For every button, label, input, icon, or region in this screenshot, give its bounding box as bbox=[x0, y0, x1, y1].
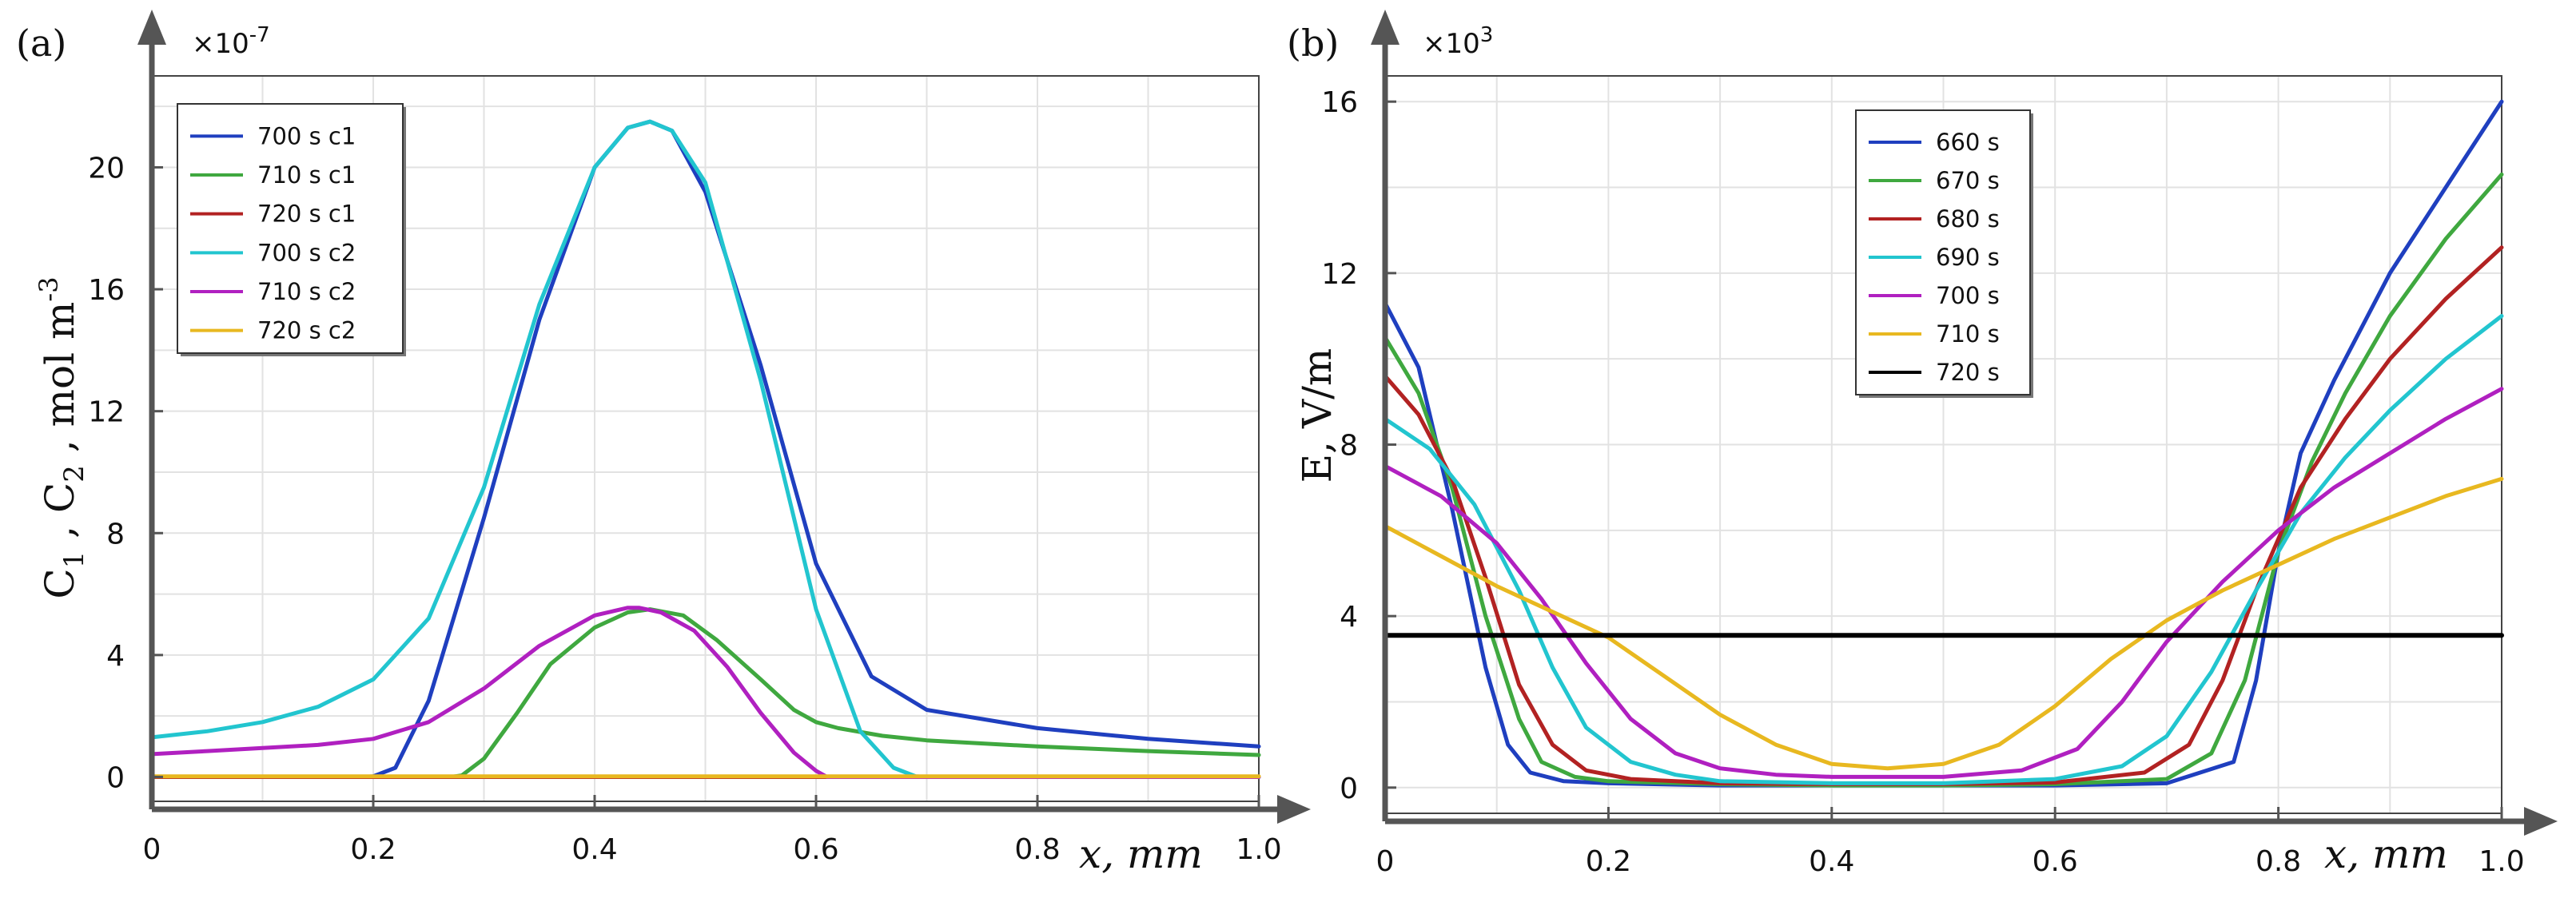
panel-b: 0 0.2 0.4 0.6 0.8 1.0 0 4 8 12 16 (b) ×103 x, mm E, V/… bbox=[1287, 10, 2558, 878]
legend-entry: 720 s bbox=[1936, 359, 2000, 386]
x-tick-label: 0 bbox=[143, 833, 161, 866]
x-tick-label: 0.8 bbox=[2255, 845, 2301, 878]
legend-entry: 670 s bbox=[1936, 167, 2000, 194]
ticks: 0 0.2 0.4 0.6 0.8 1.0 0 4 8 12 16 bbox=[1321, 86, 2524, 878]
y-tick-label: 20 bbox=[88, 152, 125, 185]
x-tick-label: 1.0 bbox=[1236, 833, 1281, 866]
x-tick-label: 0.4 bbox=[1809, 845, 1854, 878]
y-tick-label: 8 bbox=[1340, 430, 1358, 463]
legend-entry: 720 s c2 bbox=[257, 317, 356, 344]
legend-entry: 690 s bbox=[1936, 244, 2000, 271]
axes bbox=[1371, 10, 2558, 836]
y-tick-label: 0 bbox=[106, 761, 125, 794]
x-tick-label: 0.8 bbox=[1014, 833, 1060, 866]
panel-label: (b) bbox=[1287, 22, 1339, 65]
series-line-6 bbox=[1383, 476, 2504, 771]
y-tick-label: 12 bbox=[1321, 258, 1358, 291]
x-tick-label: 0.6 bbox=[2033, 845, 2078, 878]
legend-box bbox=[1855, 109, 2031, 395]
y-tick-label: 16 bbox=[88, 274, 125, 307]
legend-entry: 710 s c1 bbox=[257, 161, 356, 189]
series-line-4 bbox=[1383, 314, 2504, 785]
x-tick-label: 0 bbox=[1376, 845, 1395, 878]
ticks: 0 0.2 0.4 0.6 0.8 1.0 0 4 8 12 16 20 bbox=[88, 152, 1281, 866]
panel-a: 0 0.2 0.4 0.6 0.8 1.0 0 4 8 12 16 20 (a) ×10-7 x, mm C1… bbox=[16, 10, 1311, 877]
x-tick-label: 1.0 bbox=[2478, 845, 2524, 878]
y-tick-label: 12 bbox=[88, 396, 125, 429]
x-tick-label: 0.4 bbox=[571, 833, 617, 866]
legend: 700 s c1 710 s c1 720 s c1 700 s c2 710 s c2… bbox=[177, 103, 406, 356]
legend-entry: 680 s bbox=[1936, 205, 2000, 232]
series-group bbox=[149, 119, 1261, 779]
series-group bbox=[1383, 99, 2504, 788]
y-axis-arrow-icon bbox=[137, 10, 166, 45]
axes bbox=[137, 10, 1311, 824]
x-axis-arrow-icon bbox=[1277, 795, 1311, 824]
legend-entry: 710 s c2 bbox=[257, 278, 356, 305]
series-line-5 bbox=[149, 606, 1261, 779]
legend-entry: 660 s bbox=[1936, 129, 2000, 156]
x-tick-label: 0.2 bbox=[1586, 845, 1631, 878]
series-line-4 bbox=[149, 119, 1261, 779]
legend-entry: 710 s bbox=[1936, 320, 2000, 348]
x-axis-arrow-icon bbox=[2524, 807, 2558, 836]
axis-multiplier: ×10-7 bbox=[192, 23, 270, 60]
y-tick-label: 16 bbox=[1321, 86, 1358, 119]
x-axis-label: x, mm bbox=[1079, 831, 1203, 877]
x-tick-label: 0.6 bbox=[793, 833, 838, 866]
legend-entry: 720 s c1 bbox=[257, 201, 356, 228]
x-tick-label: 0.2 bbox=[350, 833, 396, 866]
series-line-5 bbox=[1383, 387, 2504, 779]
legend-entry: 700 s bbox=[1936, 282, 2000, 309]
legend: 660 s 670 s 680 s 690 s 700 s 710 s 720 s bbox=[1855, 109, 2033, 398]
y-tick-label: 4 bbox=[1340, 601, 1358, 634]
legend-entry: 700 s c2 bbox=[257, 239, 356, 266]
series-line-2 bbox=[149, 607, 1261, 779]
y-axis-arrow-icon bbox=[1371, 10, 1399, 45]
y-axis-label: E, V/m bbox=[1294, 348, 1340, 483]
panel-label: (a) bbox=[16, 22, 66, 65]
y-tick-label: 4 bbox=[106, 640, 125, 673]
legend-box bbox=[177, 103, 404, 354]
y-axis-label: C1 , C2 , mol m-3 bbox=[34, 276, 90, 598]
legend-entry: 700 s c1 bbox=[257, 122, 356, 149]
x-axis-label: x, mm bbox=[2324, 831, 2448, 877]
y-tick-label: 8 bbox=[106, 518, 125, 550]
axis-multiplier: ×103 bbox=[1423, 23, 1493, 60]
y-tick-label: 0 bbox=[1340, 773, 1358, 805]
